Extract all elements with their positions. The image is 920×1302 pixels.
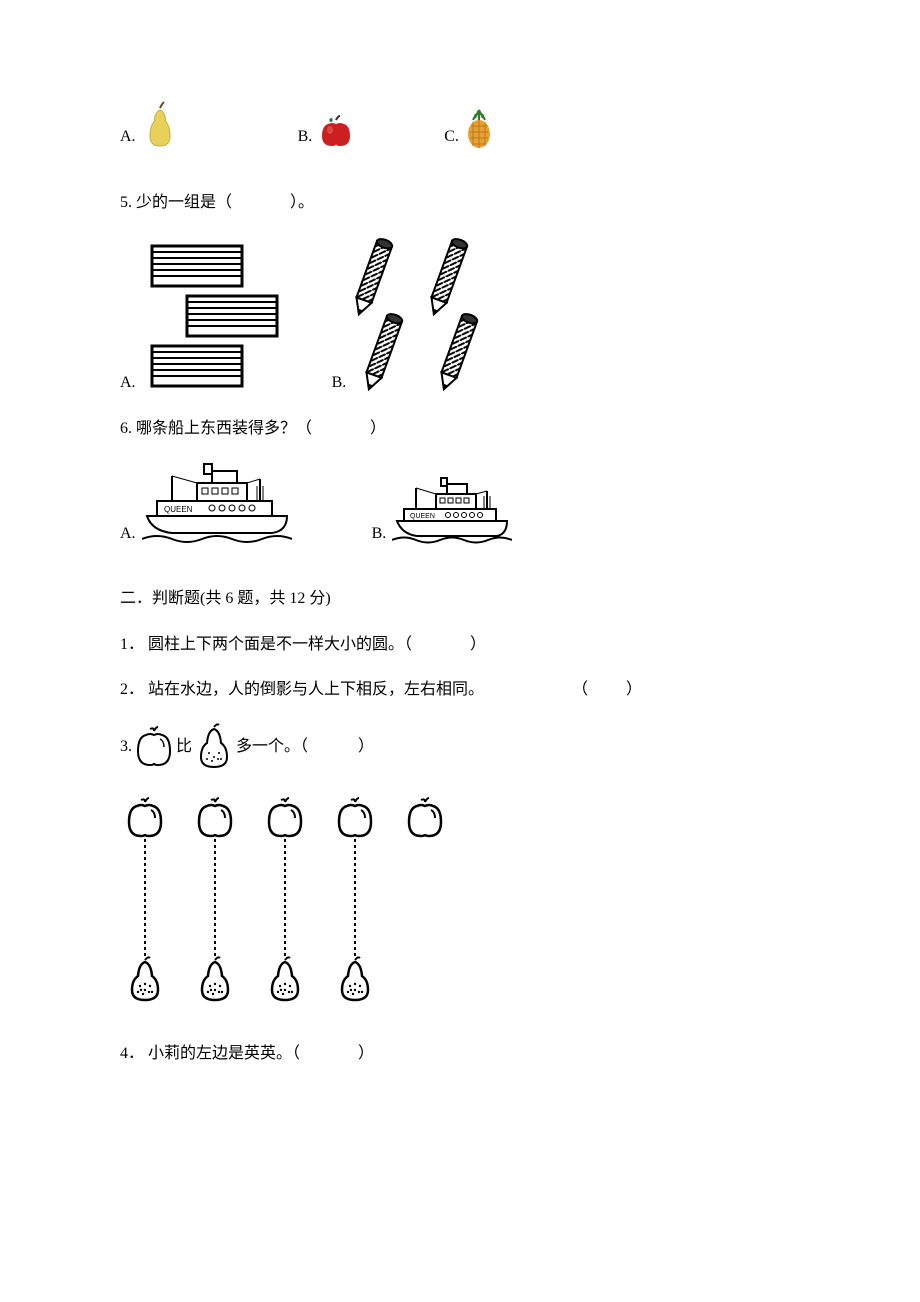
j3-close: ） — [358, 734, 374, 760]
j4-text: 4． 小莉的左边是英英。（ ） — [120, 1041, 800, 1067]
big-ship-icon: QUEEN — [142, 461, 292, 546]
apples-pears-match-icon — [120, 791, 480, 1011]
q6-label-b: B. — [372, 521, 387, 547]
q5-text: 5. 少的一组是（ ）。 — [120, 190, 800, 216]
q4-option-a: A. — [120, 100, 178, 150]
q4-label-b: B. — [298, 124, 313, 150]
q6-option-b: B. QUEEN — [372, 476, 513, 546]
q4-option-c: C. — [444, 108, 493, 150]
q4-option-b: B. — [298, 114, 355, 150]
q5-option-a: A. — [120, 236, 282, 396]
section2-title: 二．判断题(共 6 题，共 12 分) — [120, 590, 331, 607]
q6-label-a: A. — [120, 521, 136, 547]
q4-options: A. B. C. — [120, 100, 800, 150]
q5-label-a: A. — [120, 370, 136, 396]
q6-text: 6. 哪条船上东西装得多？（ ） — [120, 416, 800, 442]
q6-option-a: A. QUEEN — [120, 461, 292, 546]
small-ship-icon: QUEEN — [392, 476, 512, 546]
j1-number: 1． — [120, 636, 144, 653]
q5-body: 少的一组是（ — [136, 194, 232, 211]
j2-number: 2． — [120, 681, 144, 698]
j1-text: 1． 圆柱上下两个面是不一样大小的圆。（ ） — [120, 632, 800, 658]
q5-number: 5. — [120, 194, 132, 211]
pineapple-icon — [465, 108, 493, 150]
ship-label-small: QUEEN — [410, 513, 435, 520]
matching-diagram — [120, 791, 800, 1011]
j2-bopen: （ — [572, 681, 588, 698]
books-icon — [142, 236, 282, 396]
j2-body: 站在水边，人的倒影与人上下相反，左右相同。 — [148, 681, 484, 698]
pencils-icon — [352, 236, 512, 396]
j4-end: ） — [358, 1045, 374, 1062]
apple-icon — [318, 114, 354, 150]
j2-text: 2． 站在水边，人的倒影与人上下相反，左右相同。 （ ） — [120, 677, 800, 703]
q5-end: ）。 — [290, 194, 314, 211]
pear-outline-icon — [194, 723, 234, 771]
j4-number: 4． — [120, 1045, 144, 1062]
q5-label-b: B. — [332, 370, 347, 396]
ship-label: QUEEN — [164, 505, 193, 514]
j3-mid: 比 — [176, 734, 192, 760]
pear-icon — [142, 100, 178, 150]
j3-end: 多一个。（ — [236, 734, 308, 760]
q6-body: 哪条船上东西装得多？（ — [136, 420, 312, 437]
q4-label-c: C. — [444, 124, 459, 150]
j1-end: ） — [470, 636, 486, 653]
apple-outline-icon — [134, 725, 174, 769]
q6-options: A. QUEEN B. QUEEN — [120, 461, 800, 546]
q6-end: ） — [370, 420, 386, 437]
j4-body: 小莉的左边是英英。（ — [148, 1045, 300, 1062]
q5-option-b: B. — [332, 236, 513, 396]
q4-label-a: A. — [120, 124, 136, 150]
j3-number: 3. — [120, 734, 132, 760]
j3-text: 3. 比 多一个。（ ） — [120, 723, 800, 771]
j1-body: 圆柱上下两个面是不一样大小的圆。（ — [148, 636, 412, 653]
q6-number: 6. — [120, 420, 132, 437]
j2-bclose: ） — [626, 681, 642, 698]
section2-header: 二．判断题(共 6 题，共 12 分) — [120, 586, 800, 612]
q5-options: A. — [120, 236, 800, 396]
